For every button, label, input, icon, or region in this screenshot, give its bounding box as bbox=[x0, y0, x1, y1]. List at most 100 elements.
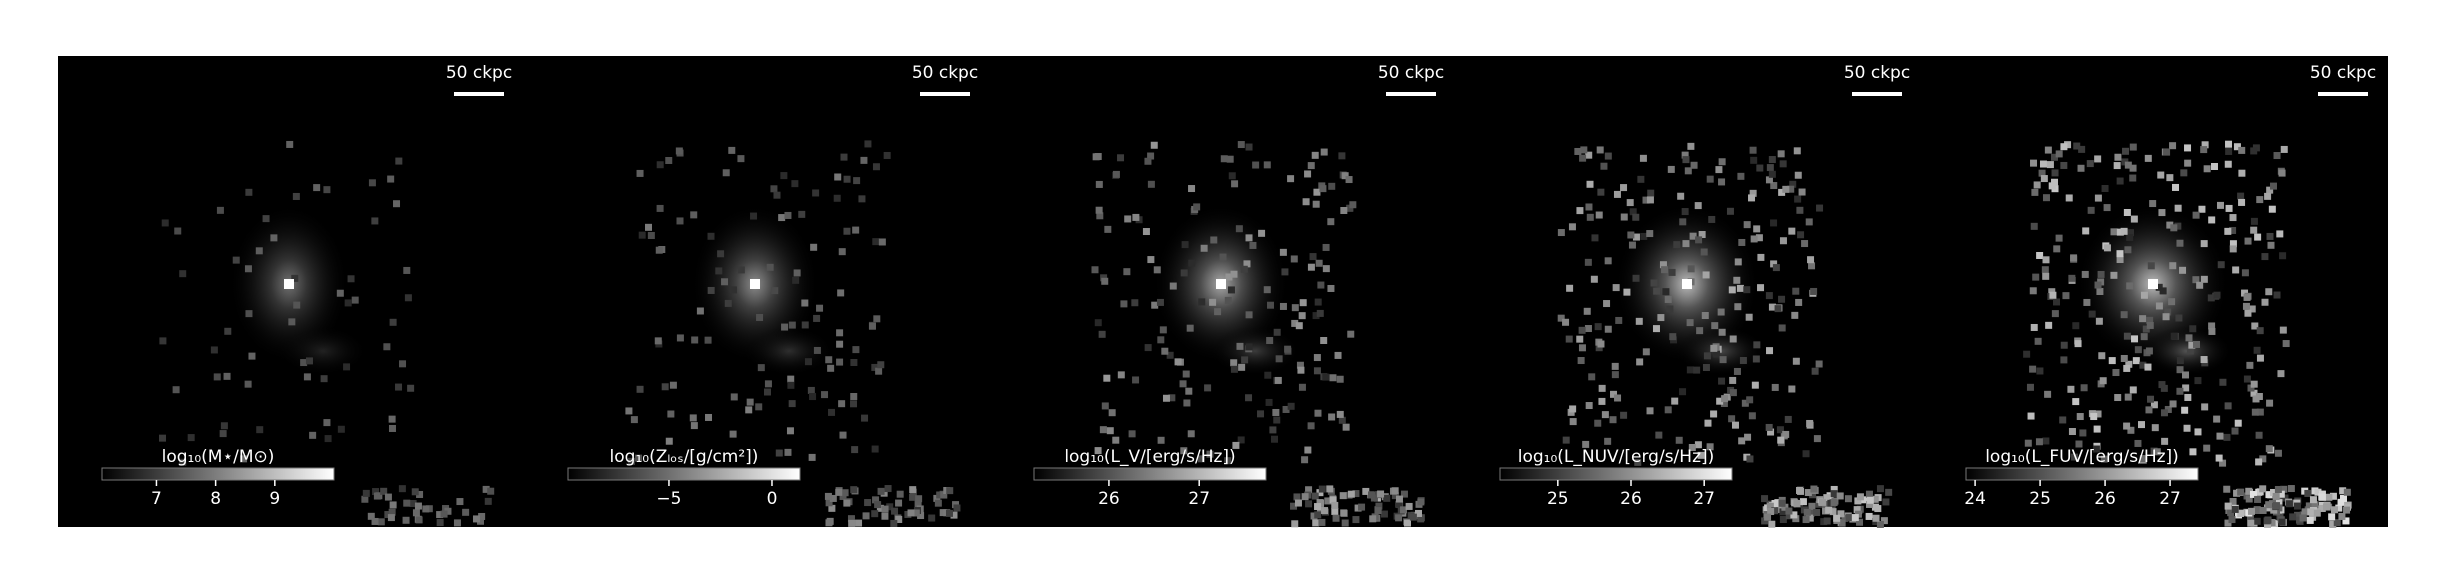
pixel bbox=[1291, 304, 1299, 312]
pixel bbox=[1595, 211, 1603, 219]
stream-pixel bbox=[1293, 493, 1301, 501]
pixel bbox=[2053, 245, 2061, 253]
pixel bbox=[2251, 322, 2259, 330]
stream-pixel bbox=[1841, 514, 1849, 522]
pixel bbox=[1304, 170, 1312, 178]
pixel bbox=[1659, 261, 1667, 269]
pixel bbox=[2217, 261, 2225, 269]
pixel bbox=[2147, 262, 2155, 270]
pixel bbox=[1147, 152, 1155, 160]
pixel bbox=[837, 289, 845, 297]
pixel bbox=[2158, 209, 2166, 217]
stream-pixel bbox=[1792, 515, 1800, 523]
stream-pixel bbox=[915, 495, 923, 503]
stream-pixel bbox=[2295, 516, 2303, 524]
pixel bbox=[1629, 208, 1637, 216]
pixel bbox=[1296, 361, 1304, 369]
stream-pixel bbox=[2224, 502, 2232, 510]
stream-pixel bbox=[1314, 503, 1322, 511]
pixel bbox=[1342, 423, 1350, 431]
pixel bbox=[2124, 393, 2132, 401]
pixel bbox=[1586, 213, 1594, 221]
pixel bbox=[1269, 426, 1277, 434]
pixel bbox=[2024, 439, 2032, 447]
pixel bbox=[2036, 367, 2044, 375]
stream-pixel bbox=[2329, 520, 2337, 528]
pixel bbox=[1726, 207, 1734, 215]
pixel bbox=[2097, 270, 2105, 278]
stream-pixel bbox=[1417, 498, 1425, 506]
pixel bbox=[1313, 354, 1321, 362]
colorbar bbox=[1499, 467, 1733, 481]
pixel bbox=[2123, 422, 2131, 430]
stream-pixel bbox=[850, 486, 858, 494]
pixel bbox=[2116, 250, 2124, 258]
pixel bbox=[850, 358, 858, 366]
pixel bbox=[1757, 253, 1765, 261]
core-pixel bbox=[750, 279, 760, 289]
pixel bbox=[1738, 238, 1746, 246]
pixel bbox=[1792, 287, 1800, 295]
pixel bbox=[2083, 298, 2091, 306]
pixel bbox=[1349, 201, 1357, 209]
pixel bbox=[1588, 373, 1596, 381]
colorbar-label: log₁₀(M⋆/M⊙) bbox=[162, 447, 275, 467]
pixel bbox=[2142, 325, 2150, 333]
stream-pixel bbox=[1882, 498, 1890, 506]
stream-pixel bbox=[362, 489, 370, 497]
stream-pixel bbox=[1291, 520, 1299, 528]
pixel bbox=[1338, 416, 1346, 424]
pixel bbox=[1673, 241, 1681, 249]
pixel bbox=[1808, 262, 1816, 270]
pixel bbox=[833, 194, 841, 202]
pixel bbox=[746, 398, 754, 406]
pixel bbox=[403, 266, 411, 274]
pixel bbox=[1214, 308, 1222, 316]
stream-pixel bbox=[1790, 511, 1798, 519]
pixel bbox=[2110, 228, 2118, 236]
pixel bbox=[2270, 182, 2278, 190]
pixel bbox=[1210, 236, 1218, 244]
pixel bbox=[1274, 376, 1282, 384]
pixel bbox=[1226, 155, 1234, 163]
pixel bbox=[1603, 300, 1611, 308]
pixel bbox=[395, 383, 403, 391]
pixel bbox=[2246, 361, 2254, 369]
stream-pixel bbox=[886, 503, 894, 511]
pixel bbox=[2192, 340, 2200, 348]
pixel bbox=[2044, 146, 2052, 154]
pixel bbox=[393, 200, 401, 208]
stream-pixel bbox=[2337, 498, 2345, 506]
pixel bbox=[2273, 291, 2281, 299]
pixel bbox=[1156, 298, 1164, 306]
stream-pixel bbox=[1836, 492, 1844, 500]
pixel bbox=[1188, 259, 1196, 267]
pixel bbox=[1776, 426, 1784, 434]
pixel bbox=[1095, 206, 1103, 214]
stream-pixel bbox=[1332, 514, 1340, 522]
stream-pixel bbox=[388, 508, 396, 516]
stream-pixel bbox=[1851, 514, 1859, 522]
pixel bbox=[1609, 416, 1617, 424]
colorbar-tick-label: 24 bbox=[1964, 489, 1986, 509]
stream-pixel bbox=[1872, 514, 1880, 522]
pixel bbox=[1312, 312, 1320, 320]
pixel bbox=[2127, 229, 2135, 237]
pixel bbox=[1620, 411, 1628, 419]
stream-pixel bbox=[1314, 511, 1322, 519]
pixel bbox=[1653, 287, 1661, 295]
pixel bbox=[2100, 455, 2108, 463]
stream-pixel bbox=[2307, 508, 2315, 516]
stream-pixel bbox=[953, 504, 961, 512]
pixel bbox=[159, 337, 167, 345]
stream-pixel bbox=[2228, 516, 2236, 524]
stream-pixel bbox=[377, 518, 385, 526]
pixel bbox=[2134, 346, 2142, 354]
stream-pixel bbox=[1403, 519, 1411, 527]
stream-pixel bbox=[2254, 495, 2262, 503]
pixel bbox=[1733, 367, 1741, 375]
stream-pixel bbox=[828, 504, 836, 512]
pixel bbox=[737, 155, 745, 163]
pixel bbox=[368, 179, 376, 187]
stream-pixel bbox=[946, 487, 954, 495]
